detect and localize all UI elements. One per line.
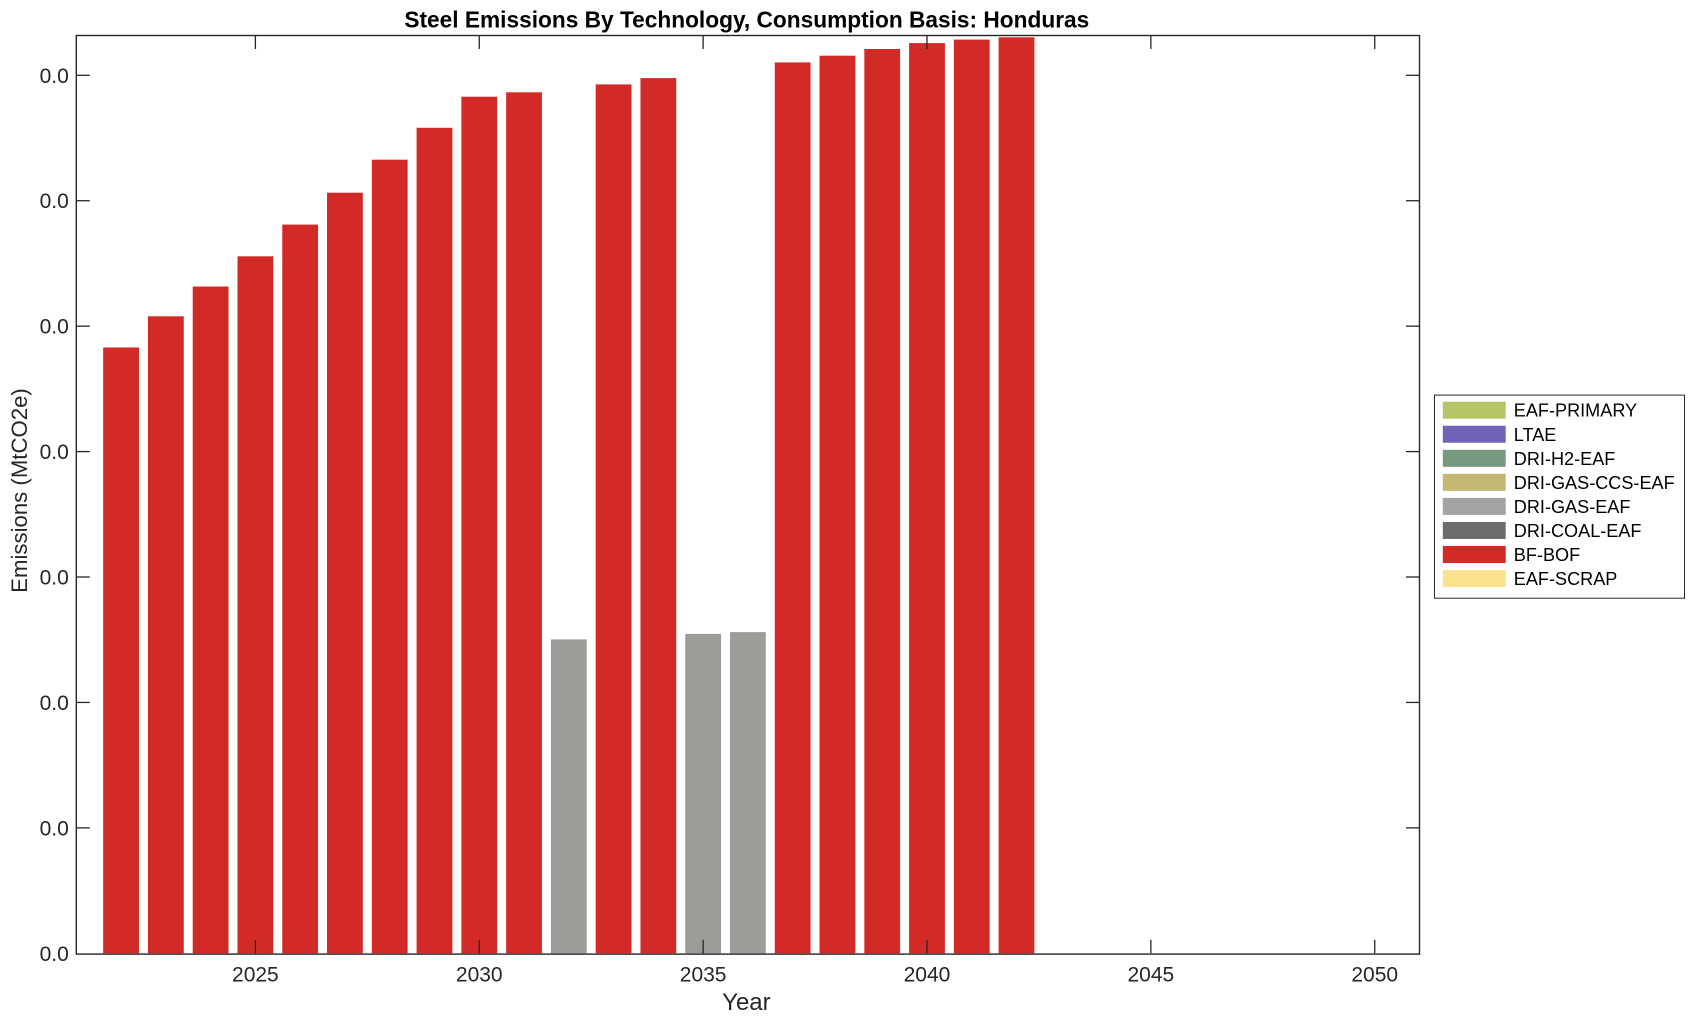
svg-text:Steel Emissions By Technology,: Steel Emissions By Technology, Consumpti… <box>404 6 1089 32</box>
svg-text:EAF-PRIMARY: EAF-PRIMARY <box>1514 401 1637 421</box>
svg-text:DRI-GAS-CCS-EAF: DRI-GAS-CCS-EAF <box>1514 473 1675 493</box>
svg-text:0.0: 0.0 <box>40 65 69 88</box>
svg-text:Emissions (MtCO2e): Emissions (MtCO2e) <box>7 388 32 593</box>
svg-text:2050: 2050 <box>1351 964 1398 987</box>
svg-text:DRI-COAL-EAF: DRI-COAL-EAF <box>1514 521 1642 541</box>
svg-text:Year: Year <box>722 989 771 1016</box>
svg-text:LTAE: LTAE <box>1514 425 1557 445</box>
svg-text:0.0: 0.0 <box>40 567 69 590</box>
svg-text:2030: 2030 <box>456 964 503 987</box>
svg-text:0.0: 0.0 <box>40 817 69 840</box>
svg-text:0.0: 0.0 <box>40 316 69 339</box>
svg-text:0.0: 0.0 <box>40 943 69 966</box>
svg-text:0.0: 0.0 <box>40 441 69 464</box>
svg-text:EAF-SCRAP: EAF-SCRAP <box>1514 569 1618 589</box>
svg-text:2025: 2025 <box>232 964 279 987</box>
svg-text:DRI-H2-EAF: DRI-H2-EAF <box>1514 449 1616 469</box>
svg-text:0.0: 0.0 <box>40 692 69 715</box>
svg-text:2045: 2045 <box>1128 964 1175 987</box>
svg-text:2040: 2040 <box>904 964 951 987</box>
svg-text:2035: 2035 <box>680 964 727 987</box>
svg-text:0.0: 0.0 <box>40 190 69 213</box>
svg-text:DRI-GAS-EAF: DRI-GAS-EAF <box>1514 497 1631 517</box>
svg-text:BF-BOF: BF-BOF <box>1514 545 1580 565</box>
